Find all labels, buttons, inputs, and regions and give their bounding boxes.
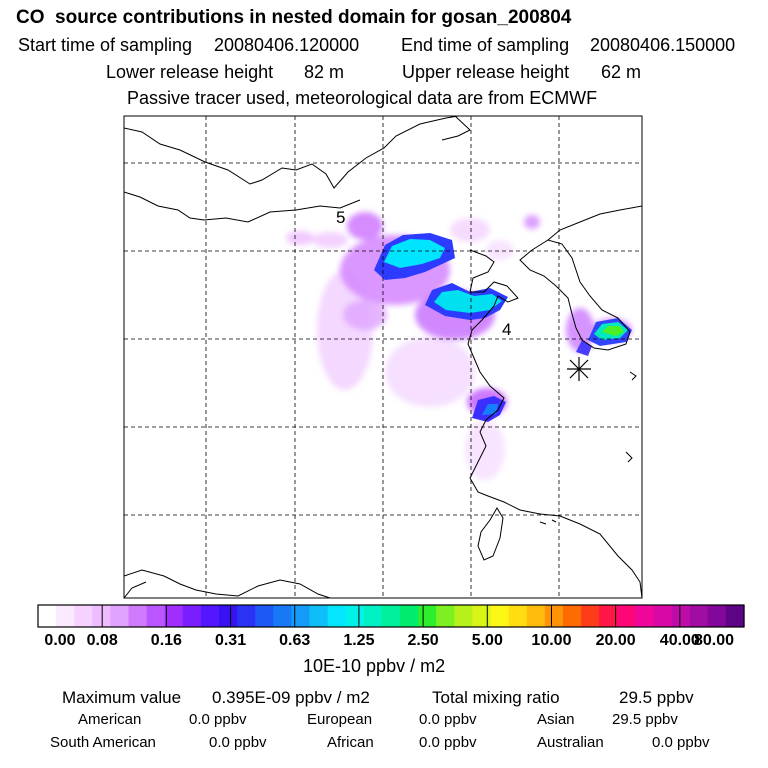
end-time-label: End time of sampling [401, 35, 570, 55]
colorbar-tick-label: 1.25 [343, 632, 375, 649]
max-value-label: Maximum value [62, 688, 182, 707]
region-name: African [327, 734, 374, 751]
colorbar-swatch [182, 605, 202, 627]
colorbar-swatch [635, 605, 655, 627]
colorbar-tick-label: 0.00 [44, 632, 76, 649]
colorbar-swatch [472, 605, 492, 627]
colorbar-unit-label: 10E-10 ppbv / m2 [303, 656, 446, 676]
region-value: 0.0 ppbv [209, 734, 267, 751]
lower-height-label: Lower release height [106, 62, 274, 82]
tracer-note: Passive tracer used, meteorological data… [127, 88, 598, 108]
colorbar-swatch [273, 605, 293, 627]
start-time-value: 20080406.120000 [214, 35, 360, 55]
colorbar-swatch [508, 605, 528, 627]
total-mixing-value: 29.5 ppbv [619, 688, 694, 707]
upper-height-value: 62 m [601, 62, 642, 82]
region-value: 0.0 ppbv [652, 734, 710, 751]
start-time-label: Start time of sampling [18, 35, 193, 55]
colorbar-tick-label: 0.63 [279, 632, 311, 649]
map-area [124, 116, 642, 598]
colorbar-tick-label: 0.31 [214, 632, 247, 649]
coastlines [124, 116, 642, 598]
region-value: 0.0 ppbv [419, 734, 477, 751]
colorbar-tick-label: 80.00 [693, 632, 735, 649]
colorbar-swatch [436, 605, 455, 627]
colorbar-swatch [617, 605, 636, 627]
colorbar-swatch [363, 605, 383, 627]
map-frame [123, 115, 643, 599]
map-marker-label: 5 [336, 208, 346, 227]
colorbar-swatch [707, 605, 727, 627]
region-name: American [78, 711, 142, 728]
colorbar-swatch [689, 605, 709, 627]
colorbar-swatch [309, 605, 329, 627]
colorbar-swatch [219, 605, 238, 627]
plume-peak [384, 239, 628, 415]
lat-lon-grid [124, 116, 642, 598]
colorbar-swatch [581, 605, 600, 627]
colorbar-swatch [400, 605, 419, 627]
colorbar-swatch [164, 605, 184, 627]
colorbar-swatch [56, 605, 75, 627]
colorbar-swatch [562, 605, 582, 627]
colorbar-swatch [653, 605, 673, 627]
region-name: Australian [537, 734, 604, 751]
colorbar-swatch [599, 605, 618, 627]
colorbar-swatch [92, 605, 112, 627]
colorbar-swatch [237, 605, 256, 627]
max-value: 0.395E-09 ppbv / m2 [212, 688, 370, 707]
colorbar-frame [37, 604, 745, 628]
colorbar-swatch [146, 605, 166, 627]
colorbar-swatch [110, 605, 130, 627]
receptor-star-icon [567, 357, 591, 381]
region-name: South American [50, 734, 156, 751]
region-value: 0.0 ppbv [189, 711, 247, 728]
colorbar-swatch [38, 605, 57, 627]
colorbar-swatch [671, 605, 691, 627]
colorbar-swatch [418, 605, 437, 627]
colorbar-swatch [200, 605, 220, 627]
colorbar-swatch [381, 605, 401, 627]
lower-height-value: 82 m [304, 62, 345, 82]
colorbar-tick-label: 0.08 [86, 632, 118, 649]
colorbar-swatch [128, 605, 148, 627]
map-marker-label: 4 [502, 320, 512, 339]
colorbar-tick-label: 20.00 [595, 632, 636, 649]
colorbar-swatch [255, 605, 274, 627]
colorbar-swatch [544, 605, 564, 627]
colorbar-swatch [490, 605, 510, 627]
region-value: 29.5 ppbv [612, 711, 678, 728]
colorbar-tick-label: 40.00 [659, 632, 700, 649]
colorbar-swatch [345, 605, 365, 627]
total-mixing-label: Total mixing ratio [432, 688, 560, 707]
region-value: 0.0 ppbv [419, 711, 477, 728]
upper-height-label: Upper release height [402, 62, 570, 82]
colorbar [38, 605, 745, 627]
colorbar-tick-label: 2.50 [407, 632, 439, 649]
colorbar-tick-label: 5.00 [471, 632, 503, 649]
region-name: European [307, 711, 373, 728]
region-name: Asian [537, 711, 575, 728]
colorbar-swatch [74, 605, 93, 627]
colorbar-swatch [454, 605, 474, 627]
plume-faint [286, 215, 540, 480]
colorbar-swatch [725, 605, 745, 627]
colorbar-separators [101, 605, 681, 627]
colorbar-tick-label: 0.16 [150, 632, 182, 649]
colorbar-tick-label: 10.00 [531, 632, 572, 649]
page-title: CO source contributions in nested domain… [16, 7, 572, 28]
colorbar-swatch [526, 605, 546, 627]
colorbar-swatch [327, 605, 347, 627]
colorbar-swatch [291, 605, 311, 627]
end-time-value: 20080406.150000 [590, 35, 736, 55]
